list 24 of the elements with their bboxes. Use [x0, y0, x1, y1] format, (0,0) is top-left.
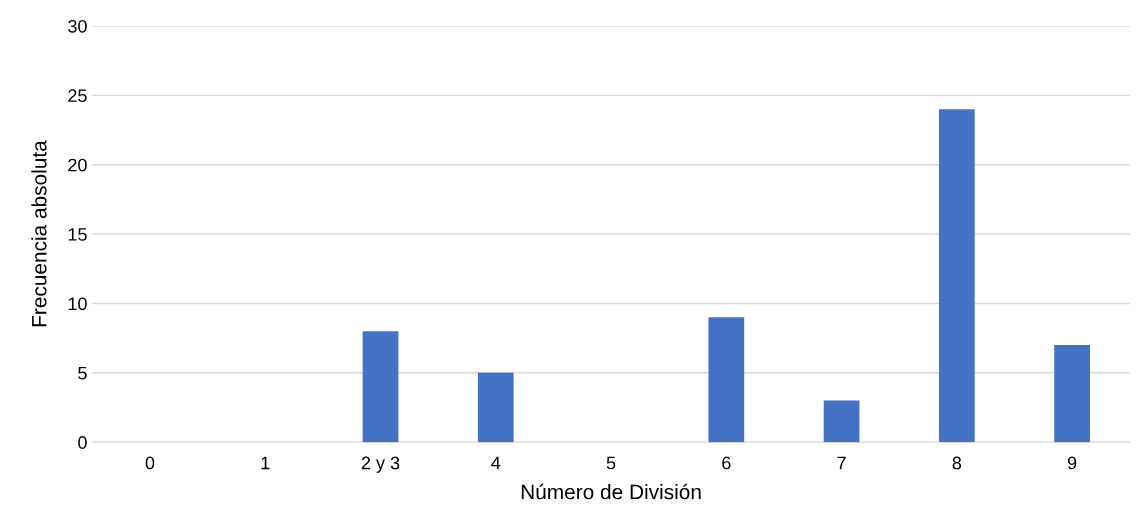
x-tick-label: 9 [1067, 456, 1077, 470]
y-tick-label: 20 [68, 158, 87, 172]
y-tick-label: 10 [68, 297, 87, 311]
x-tick-label: 4 [491, 456, 501, 470]
bar [708, 317, 745, 443]
x-tick-label: 2 y 3 [361, 456, 400, 473]
x-tick-label: 5 [606, 456, 616, 470]
x-tick-label: 8 [952, 456, 962, 470]
bar [1054, 345, 1090, 443]
x-axis-title: Número de División [521, 483, 701, 500]
x-tick-label: 7 [837, 456, 846, 470]
y-axis-title: Frecuencia absoluta [31, 140, 47, 327]
bar [938, 109, 975, 443]
bar [477, 372, 514, 443]
x-tick-label: 0 [145, 456, 155, 470]
bar [823, 400, 860, 443]
y-tick-label: 5 [78, 366, 87, 380]
x-tick-label: 1 [261, 456, 270, 470]
y-tick-label: 0 [78, 436, 87, 449]
y-tick-label: 25 [68, 89, 87, 103]
x-tick-label: 6 [722, 456, 731, 470]
bar [362, 331, 399, 443]
y-tick-label: 15 [68, 228, 87, 241]
y-tick-label: 30 [68, 19, 87, 33]
